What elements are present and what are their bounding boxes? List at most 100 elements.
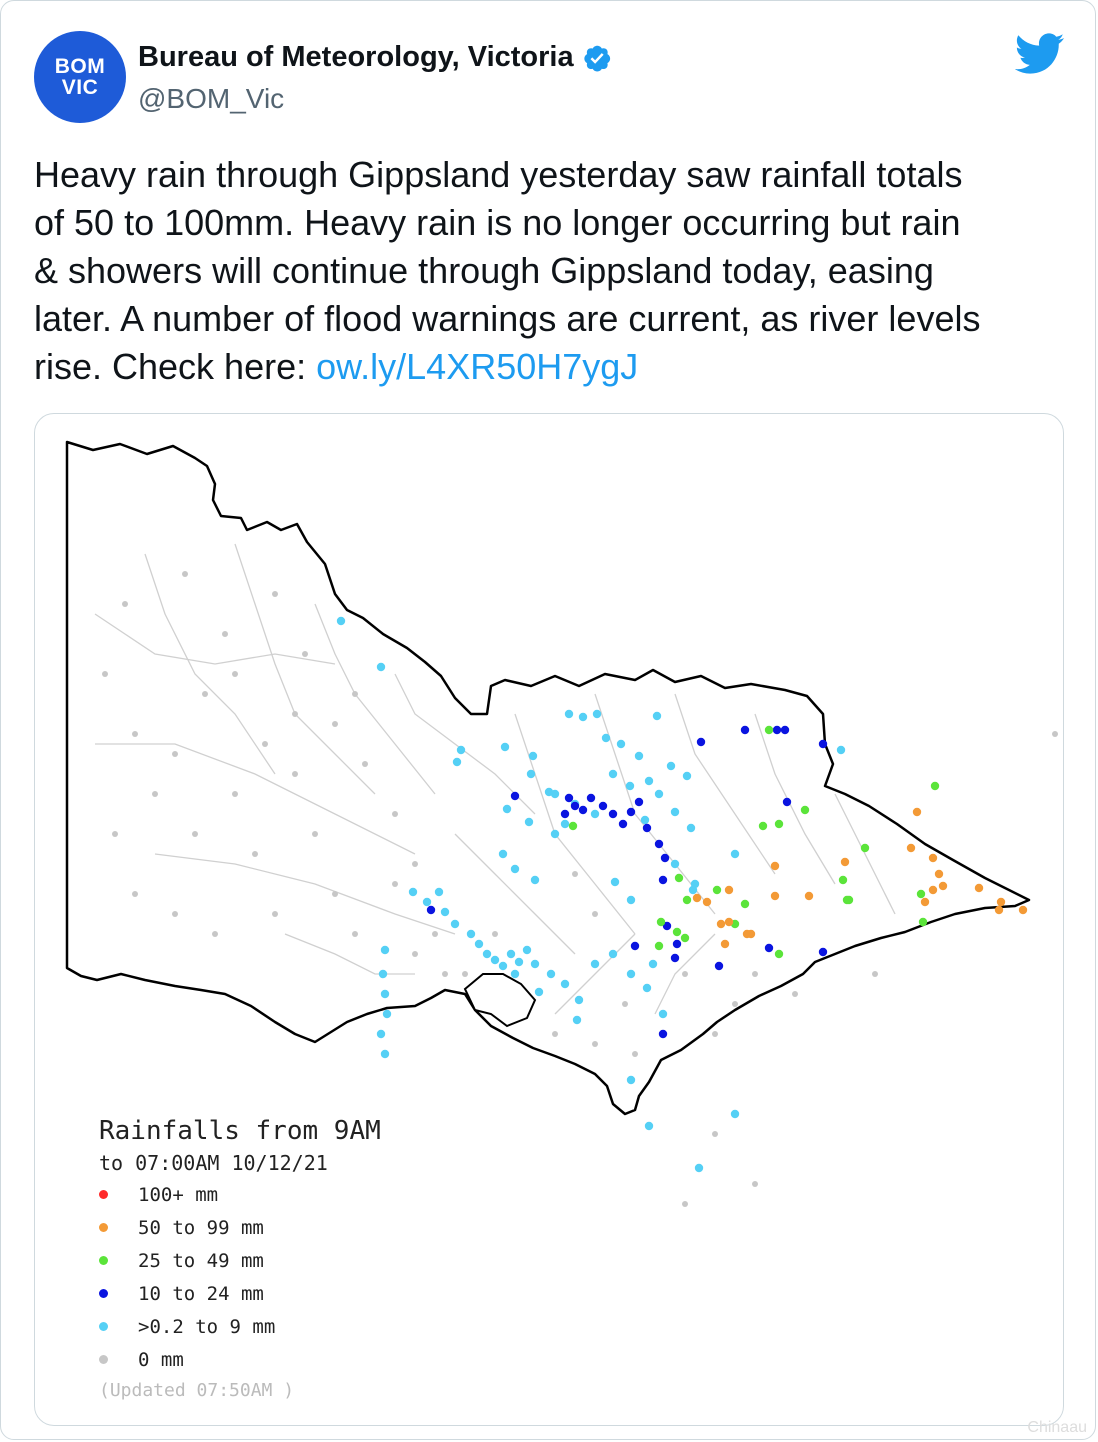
legend-label: 100+ mm [138, 1183, 219, 1206]
station-dot [552, 1031, 558, 1037]
station-dot [510, 969, 520, 979]
station-dot [490, 955, 500, 965]
station-dot [632, 1051, 638, 1057]
station-dot [524, 817, 534, 827]
station-dot [526, 769, 536, 779]
station-dot [670, 807, 680, 817]
station-dot [466, 929, 476, 939]
legend-item: >0.2 to 9 mm [99, 1310, 381, 1343]
legend-label: 50 to 99 mm [138, 1216, 264, 1239]
station-dot [642, 823, 652, 833]
twitter-bird-icon[interactable] [1015, 33, 1065, 75]
station-dot [634, 751, 644, 761]
station-dot [730, 1109, 740, 1119]
station-dot [626, 969, 636, 979]
station-dot [758, 821, 768, 831]
legend-label: >0.2 to 9 mm [138, 1315, 276, 1338]
station-dot [456, 745, 466, 755]
station-dot [378, 969, 388, 979]
legend-label: 10 to 24 mm [138, 1282, 264, 1305]
station-dot [770, 891, 780, 901]
station-dot [500, 742, 510, 752]
station-dot [836, 745, 846, 755]
station-dot [112, 831, 118, 837]
station-dot [690, 879, 700, 889]
author-name-row[interactable]: Bureau of Meteorology, Victoria [138, 41, 612, 74]
legend-label: 0 mm [138, 1348, 184, 1371]
station-dot [122, 601, 128, 607]
station-dot [272, 591, 278, 597]
station-dot [674, 873, 684, 883]
station-dot [928, 853, 938, 863]
station-dot [530, 959, 540, 969]
station-dot [152, 791, 158, 797]
station-dot [724, 885, 734, 895]
station-dot [498, 849, 508, 859]
author-handle[interactable]: @BOM_Vic [138, 83, 285, 114]
station-dot [568, 821, 578, 831]
station-dot [232, 791, 238, 797]
station-dot [742, 929, 752, 939]
station-dot [578, 712, 588, 722]
station-dot [408, 887, 418, 897]
station-dot [522, 945, 532, 955]
station-dot [212, 931, 218, 937]
station-dot [362, 761, 368, 767]
author-name[interactable]: Bureau of Meteorology, Victoria [138, 41, 574, 73]
avatar[interactable]: BOM VIC [34, 31, 126, 123]
station-dot [132, 731, 138, 737]
station-dot [492, 931, 498, 937]
station-dot [510, 864, 520, 874]
station-dot [376, 1029, 386, 1039]
tweet-link[interactable]: ow.ly/L4XR50H7ygJ [316, 346, 639, 387]
station-dot [506, 949, 516, 959]
station-dot [192, 831, 198, 837]
station-dot [530, 875, 540, 885]
station-dot [692, 893, 702, 903]
station-dot [578, 805, 588, 815]
station-dot [608, 809, 618, 819]
station-dot [625, 781, 635, 791]
station-dot [652, 711, 662, 721]
station-dot [672, 939, 682, 949]
legend-dot-icon [99, 1289, 108, 1298]
station-dot [412, 951, 418, 957]
station-dot [462, 971, 468, 977]
station-dot [426, 905, 436, 915]
station-dot [534, 987, 544, 997]
station-dot [672, 927, 682, 937]
victoria-outline [65, 440, 1031, 1116]
station-dot [740, 725, 750, 735]
station-dot [272, 911, 278, 917]
station-dot [928, 885, 938, 895]
station-dot [392, 811, 398, 817]
station-dot [452, 757, 462, 767]
legend-dot-icon [99, 1322, 108, 1331]
rainfall-map-image[interactable]: Rainfalls from 9AM to 07:00AM 10/12/21 1… [34, 413, 1064, 1426]
legend-item: 10 to 24 mm [99, 1277, 381, 1310]
station-dot [292, 711, 298, 717]
station-dot [660, 853, 670, 863]
station-dot [498, 961, 508, 971]
port-phillip-bay [463, 973, 537, 1028]
station-dot [934, 869, 944, 879]
station-dot [592, 1041, 598, 1047]
station-dot [590, 959, 600, 969]
station-dot [740, 899, 750, 909]
station-dot [332, 721, 338, 727]
station-dot [440, 907, 450, 917]
station-dot [380, 945, 390, 955]
station-dot [570, 801, 580, 811]
station-dot [682, 771, 692, 781]
station-dot [262, 741, 268, 747]
station-dot [590, 809, 600, 819]
station-dot [872, 971, 878, 977]
station-dot [658, 1009, 668, 1019]
station-dot [172, 751, 178, 757]
station-dot [800, 805, 810, 815]
station-dot [252, 851, 258, 857]
station-dot [382, 1009, 392, 1019]
station-dot [994, 905, 1004, 915]
victoria-rainfall-map [65, 440, 1058, 1207]
